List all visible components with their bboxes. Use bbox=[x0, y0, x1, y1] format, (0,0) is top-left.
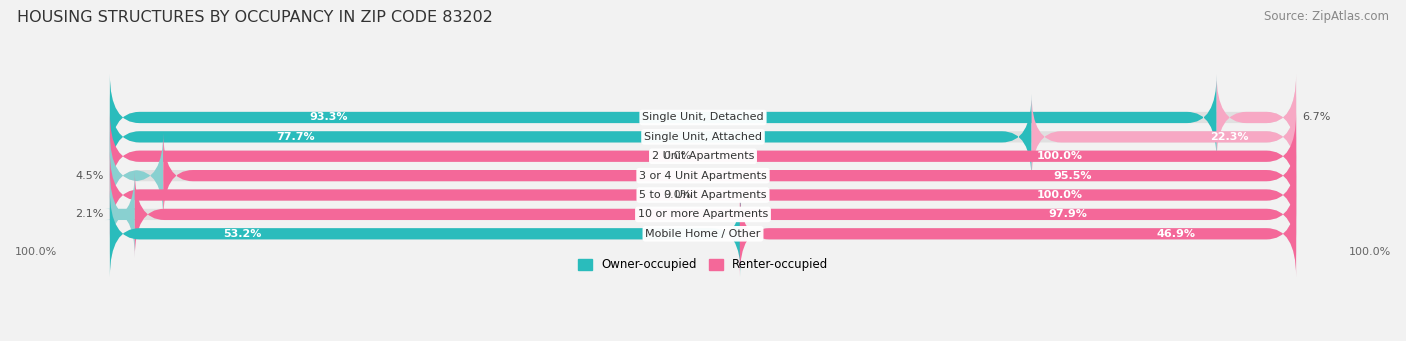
FancyBboxPatch shape bbox=[110, 172, 1296, 257]
Text: 6.7%: 6.7% bbox=[1302, 113, 1330, 122]
FancyBboxPatch shape bbox=[1216, 75, 1296, 160]
Text: 46.9%: 46.9% bbox=[1157, 229, 1197, 239]
FancyBboxPatch shape bbox=[740, 191, 1296, 277]
FancyBboxPatch shape bbox=[105, 172, 139, 257]
Text: 100.0%: 100.0% bbox=[15, 247, 58, 257]
FancyBboxPatch shape bbox=[110, 94, 1296, 180]
FancyBboxPatch shape bbox=[110, 75, 1296, 160]
FancyBboxPatch shape bbox=[110, 133, 1296, 219]
Text: 95.5%: 95.5% bbox=[1053, 170, 1092, 181]
FancyBboxPatch shape bbox=[110, 191, 1296, 277]
Text: 5 to 9 Unit Apartments: 5 to 9 Unit Apartments bbox=[640, 190, 766, 200]
FancyBboxPatch shape bbox=[110, 152, 1296, 238]
Legend: Owner-occupied, Renter-occupied: Owner-occupied, Renter-occupied bbox=[572, 254, 834, 276]
Text: 2.1%: 2.1% bbox=[76, 209, 104, 219]
FancyBboxPatch shape bbox=[135, 172, 1296, 257]
Text: 53.2%: 53.2% bbox=[224, 229, 262, 239]
FancyBboxPatch shape bbox=[110, 152, 1296, 238]
Text: 100.0%: 100.0% bbox=[1348, 247, 1391, 257]
FancyBboxPatch shape bbox=[110, 191, 741, 277]
Text: 10 or more Apartments: 10 or more Apartments bbox=[638, 209, 768, 219]
Text: 93.3%: 93.3% bbox=[309, 113, 347, 122]
Text: Single Unit, Detached: Single Unit, Detached bbox=[643, 113, 763, 122]
Text: Mobile Home / Other: Mobile Home / Other bbox=[645, 229, 761, 239]
Text: 0.0%: 0.0% bbox=[662, 151, 692, 161]
Text: 22.3%: 22.3% bbox=[1211, 132, 1249, 142]
Text: 3 or 4 Unit Apartments: 3 or 4 Unit Apartments bbox=[640, 170, 766, 181]
FancyBboxPatch shape bbox=[1032, 94, 1296, 180]
Text: 100.0%: 100.0% bbox=[1036, 190, 1083, 200]
Text: Single Unit, Attached: Single Unit, Attached bbox=[644, 132, 762, 142]
FancyBboxPatch shape bbox=[110, 133, 163, 219]
Text: 4.5%: 4.5% bbox=[76, 170, 104, 181]
Text: 2 Unit Apartments: 2 Unit Apartments bbox=[652, 151, 754, 161]
Text: Source: ZipAtlas.com: Source: ZipAtlas.com bbox=[1264, 10, 1389, 23]
FancyBboxPatch shape bbox=[110, 94, 1032, 180]
Text: 100.0%: 100.0% bbox=[1036, 151, 1083, 161]
Text: 97.9%: 97.9% bbox=[1049, 209, 1087, 219]
Text: 0.0%: 0.0% bbox=[662, 190, 692, 200]
FancyBboxPatch shape bbox=[163, 133, 1296, 219]
Text: HOUSING STRUCTURES BY OCCUPANCY IN ZIP CODE 83202: HOUSING STRUCTURES BY OCCUPANCY IN ZIP C… bbox=[17, 10, 492, 25]
Text: 77.7%: 77.7% bbox=[276, 132, 315, 142]
FancyBboxPatch shape bbox=[110, 114, 1296, 199]
FancyBboxPatch shape bbox=[110, 75, 1216, 160]
FancyBboxPatch shape bbox=[110, 114, 1296, 199]
